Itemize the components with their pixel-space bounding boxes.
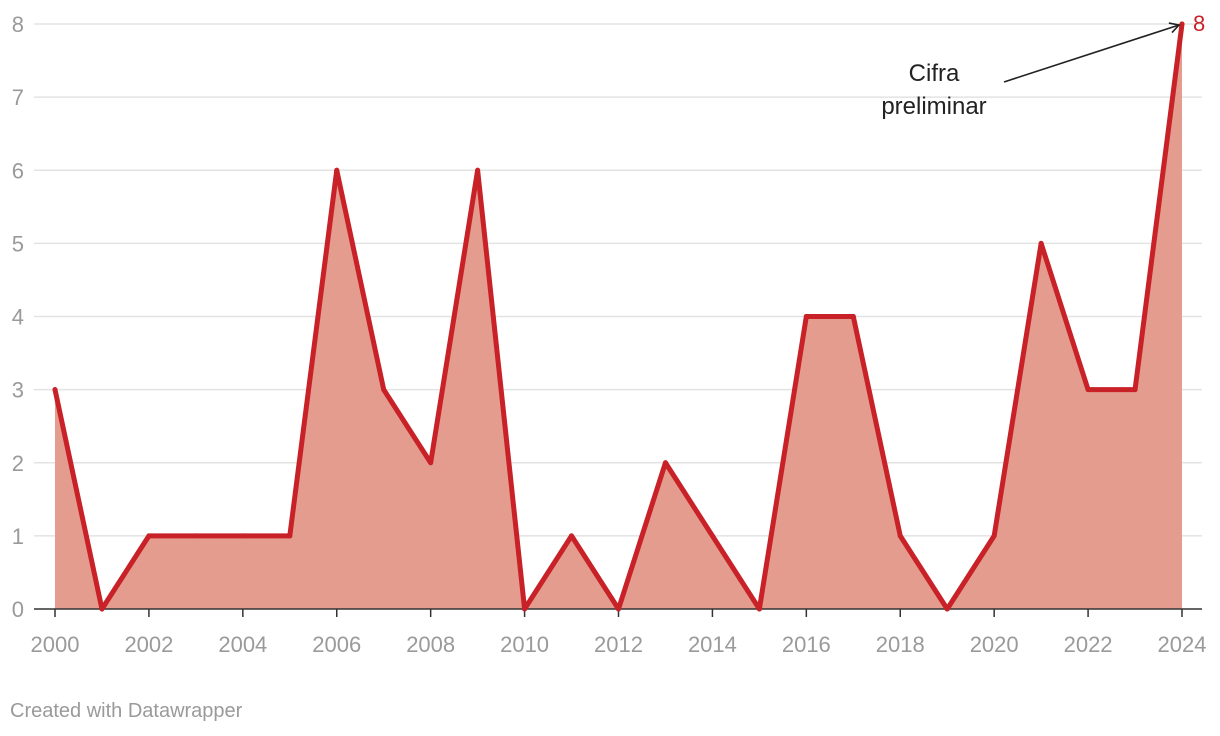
data-point-2009 [475, 167, 481, 173]
y-tick-label: 6 [12, 158, 24, 183]
data-point-2010 [522, 606, 528, 612]
data-point-2019 [944, 606, 950, 612]
end-value-label: 8 [1193, 11, 1205, 36]
annotation-text: preliminar [881, 93, 986, 120]
data-point-2022 [1085, 387, 1091, 393]
x-tick-label: 2022 [1064, 632, 1113, 657]
data-point-2012 [616, 606, 621, 612]
credit-text: Created with Datawrapper [10, 700, 243, 722]
data-point-2006 [334, 167, 340, 173]
x-axis-labels: 2000 2002 2004 2006 2008 2010 2012 2014 2016 2018… [31, 632, 1207, 657]
x-tick-label: 2010 [500, 632, 549, 657]
data-point-2004 [240, 533, 246, 539]
data-point-2021 [1038, 240, 1044, 246]
x-tick-label: 2012 [594, 632, 643, 657]
x-tick-label: 2008 [406, 632, 455, 657]
gridlines [34, 23, 1202, 537]
y-axis-labels: 0 1 2 3 4 5 6 7 8 [12, 12, 24, 622]
x-tick-label: 2016 [782, 632, 831, 657]
annotation-text: Cifra [909, 60, 960, 87]
data-point-2017 [850, 314, 856, 319]
annotation-arrow [1003, 22, 1181, 83]
data-points [52, 21, 1185, 612]
y-tick-label: 2 [12, 451, 24, 476]
x-tick-label: 2014 [688, 632, 737, 657]
x-tick-label: 2000 [31, 632, 80, 657]
x-tick-label: 2024 [1158, 632, 1207, 657]
x-tick-label: 2002 [124, 632, 173, 657]
y-tick-label: 5 [12, 231, 24, 256]
x-tick-label: 2004 [218, 632, 267, 657]
data-point-2016 [803, 314, 809, 319]
data-point-2001 [99, 606, 105, 612]
y-tick-label: 7 [12, 85, 24, 110]
data-point-2018 [897, 533, 903, 539]
data-point-2008 [428, 460, 434, 466]
data-point-2007 [381, 387, 387, 393]
y-tick-label: 3 [12, 378, 24, 403]
y-tick-label: 8 [12, 12, 24, 37]
y-tick-label: 4 [12, 305, 24, 330]
data-point-2005 [287, 533, 293, 539]
data-point-2002 [146, 533, 152, 539]
data-point-2015 [756, 606, 762, 612]
annotation: Cifra preliminar 8 [881, 11, 1205, 120]
data-point-2013 [662, 460, 668, 466]
data-point-2000 [52, 387, 58, 393]
y-tick-label: 1 [12, 524, 24, 549]
x-tick-label: 2020 [970, 632, 1019, 657]
data-point-2003 [193, 533, 199, 539]
data-point-2014 [709, 533, 715, 539]
x-tick-label: 2018 [876, 632, 925, 657]
y-tick-label: 0 [12, 597, 24, 622]
x-tick-label: 2006 [312, 632, 361, 657]
data-point-2023 [1132, 387, 1138, 393]
data-point-2020 [991, 533, 997, 539]
data-point-2011 [569, 533, 575, 539]
data-point-2024 [1179, 21, 1185, 27]
